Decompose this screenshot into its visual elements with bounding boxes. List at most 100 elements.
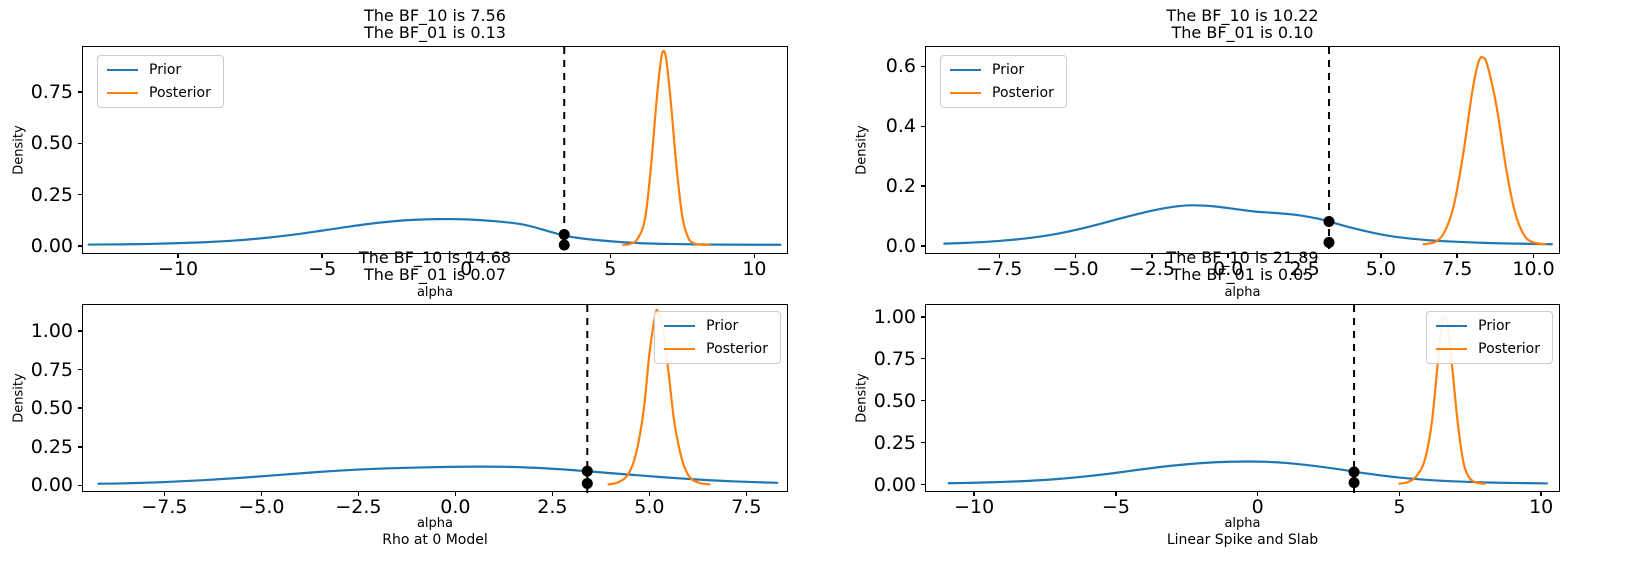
legend-label: Prior <box>992 62 1025 78</box>
legend-label: Prior <box>1478 318 1511 334</box>
x-tick-mark <box>1256 491 1259 496</box>
legend-label: Posterior <box>1478 341 1540 357</box>
y-tick-label: 1.00 <box>30 320 73 343</box>
subplot-title-line: The BF_01 is 0.13 <box>364 23 506 42</box>
y-tick-label: 0.50 <box>30 397 73 420</box>
x-tick-mark <box>1303 253 1306 258</box>
x-tick-label: 0.0 <box>1213 258 1244 280</box>
posterior-curve <box>1422 55 1547 246</box>
subplot-title: The BF_10 is 14.68 The BF_01 is 0.07 <box>83 249 787 283</box>
x-tick-label: 5.0 <box>1365 258 1396 280</box>
y-tick-mark <box>921 65 926 68</box>
legend-label: Prior <box>706 318 739 334</box>
y-tick-label: 0.25 <box>30 435 73 458</box>
x-tick-label: 10 <box>1529 496 1554 518</box>
x-tick-label: 7.5 <box>1442 258 1473 280</box>
x-tick-mark <box>177 253 179 258</box>
subplot-bottom-left: The BF_10 is 14.68 The BF_01 is 0.07 0.00 0… <box>12 249 788 548</box>
legend-line-icon <box>950 69 981 71</box>
y-tick-label: 0.4 <box>885 115 916 138</box>
legend-item-posterior: Posterior <box>107 85 211 101</box>
x-tick-label: −2.5 <box>335 496 382 518</box>
y-tick-mark <box>921 441 926 444</box>
y-tick-mark <box>78 193 83 196</box>
y-tick-label: 0.00 <box>30 474 73 497</box>
legend-line-icon <box>664 325 696 327</box>
subplot-title-line: The BF_10 is 21.89 <box>1166 248 1319 267</box>
legend-item-posterior: Posterior <box>950 85 1054 101</box>
subplot-title-line: The BF_01 is 0.05 <box>1171 265 1314 284</box>
x-tick-mark <box>357 491 360 496</box>
x-axis-label: alpha <box>416 516 454 531</box>
subplot-title: The BF_10 is 7.56 The BF_01 is 0.13 <box>83 7 787 41</box>
y-tick-mark <box>78 330 83 332</box>
x-tick-label: 2.5 <box>1289 258 1320 280</box>
x-tick-mark <box>454 491 457 496</box>
y-axis-label: Density <box>11 373 27 423</box>
legend-label: Prior <box>149 62 182 78</box>
x-tick-label: 7.5 <box>731 496 762 518</box>
y-tick-mark <box>78 368 83 371</box>
y-tick-mark <box>78 245 83 247</box>
legend-label: Posterior <box>149 85 211 101</box>
x-tick-label: 5.0 <box>634 496 665 518</box>
marker-dot <box>558 239 570 251</box>
x-tick-mark <box>1074 253 1077 258</box>
y-tick-label: 0.25 <box>30 183 73 206</box>
y-tick-label: 0.00 <box>873 473 916 496</box>
y-tick-label: 0.75 <box>873 347 916 370</box>
y-tick-label: 0.2 <box>885 175 916 198</box>
subplot-top-right: The BF_10 is 10.22 The BF_01 is 0.10 0.0 0.… <box>855 7 1560 299</box>
x-tick-mark <box>1227 253 1229 258</box>
x-tick-label: 2.5 <box>537 496 568 518</box>
y-tick-label: 0.00 <box>30 234 73 257</box>
legend: Prior Posterior <box>97 55 224 108</box>
x-tick-label: 0.0 <box>440 496 471 518</box>
marker-dot <box>558 229 570 241</box>
subplot-title: The BF_10 is 21.89 The BF_01 is 0.05 <box>926 249 1559 283</box>
legend-label: Posterior <box>706 341 768 357</box>
y-tick-mark <box>921 483 926 486</box>
x-tick-label: 0 <box>1251 496 1264 518</box>
subplot-top-left: The BF_10 is 7.56 The BF_01 is 0.13 0.00 0.… <box>12 7 788 299</box>
x-tick-mark <box>1540 491 1542 496</box>
y-axis-label: Density <box>854 125 870 175</box>
x-tick-mark <box>465 253 467 258</box>
x-tick-mark <box>1380 253 1382 258</box>
subplot-title-line: The BF_10 is 10.22 <box>1166 6 1319 25</box>
x-tick-label: −7.5 <box>976 258 1023 280</box>
subplot-title-line: The BF_01 is 0.10 <box>1171 23 1314 42</box>
y-tick-mark <box>921 245 926 247</box>
x-tick-mark <box>1532 253 1535 258</box>
x-tick-mark <box>973 491 975 496</box>
y-tick-label: 0.6 <box>885 55 916 78</box>
y-tick-mark <box>921 316 926 318</box>
x-tick-mark <box>609 253 612 258</box>
y-tick-mark <box>78 91 83 93</box>
x-tick-mark <box>1398 491 1401 496</box>
legend-line-icon <box>1436 325 1468 327</box>
x-tick-mark <box>648 491 651 496</box>
y-axis-label: Density <box>854 373 870 423</box>
marker-dot <box>581 465 593 477</box>
y-tick-label: 0.25 <box>873 431 916 454</box>
plot-area <box>87 47 782 255</box>
x-tick-label: 5 <box>604 258 617 280</box>
legend-line-icon <box>107 69 138 71</box>
x-tick-mark <box>1151 253 1153 258</box>
model-name-label: Linear Spike and Slab <box>1166 532 1319 548</box>
prior-curve <box>943 204 1553 246</box>
model-name-label: Rho at 0 Model <box>382 532 488 548</box>
marker-dot <box>1348 466 1360 478</box>
x-tick-label: −7.5 <box>141 496 188 518</box>
legend: Prior Posterior <box>940 55 1067 108</box>
y-tick-mark <box>78 446 83 448</box>
subplot-bottom-right: The BF_10 is 21.89 The BF_01 is 0.05 0.00 0… <box>855 249 1560 548</box>
legend-label: Posterior <box>992 85 1054 101</box>
legend-item-posterior: Posterior <box>664 341 768 357</box>
marker-dot <box>1323 215 1335 227</box>
subplot-title: The BF_10 is 10.22 The BF_01 is 0.10 <box>926 7 1559 41</box>
x-tick-mark <box>998 253 1001 258</box>
marker-dot <box>1348 477 1360 489</box>
legend-item-posterior: Posterior <box>1436 341 1540 357</box>
